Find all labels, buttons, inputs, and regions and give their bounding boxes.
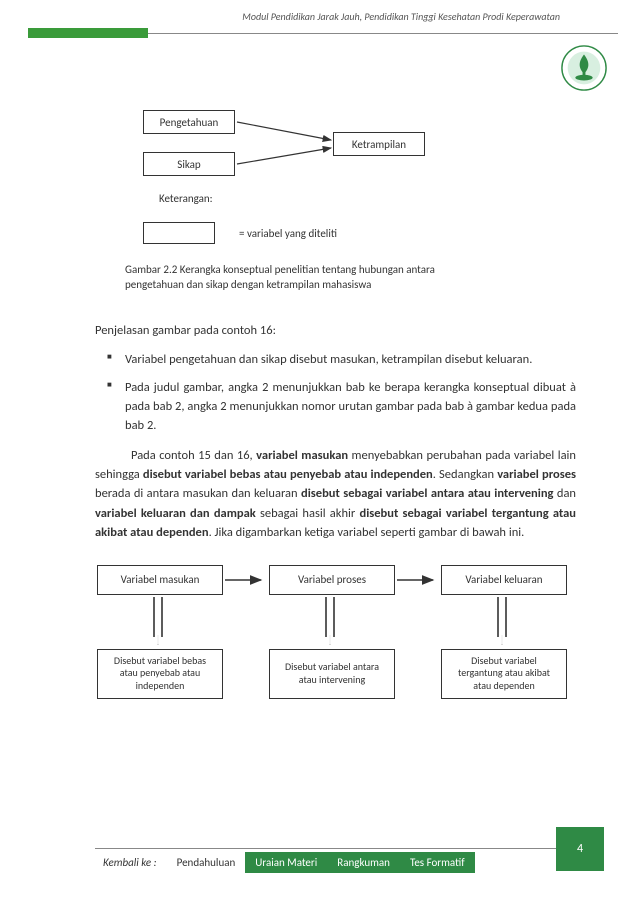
para-seg: . Sedangkan [433, 467, 497, 482]
nav-uraian-materi[interactable]: Uraian Materi [245, 852, 327, 873]
d2-top-keluaran: Variabel keluaran [441, 565, 567, 595]
header-bar [28, 24, 618, 42]
d2-bot-keluaran: Disebut variabel tergantung atau akibat … [441, 649, 567, 699]
para-bold: variabel keluaran dan dampak [95, 506, 256, 521]
nav-tes-formatif[interactable]: Tes Formatif [400, 852, 475, 873]
keterangan-label: Keterangan: [159, 192, 213, 205]
header-text: Modul Pendidikan Jarak Jauh, Pendidikan … [242, 10, 560, 23]
para-seg: Pada contoh 15 dan 16, [131, 448, 256, 463]
box-sikap: Sikap [143, 152, 235, 176]
para-bold: variabel masukan [256, 448, 348, 463]
diagram-variabel: Variabel masukan Variabel proses Variabe… [93, 565, 576, 715]
para-seg: berada di antara masukan dan keluaran [95, 486, 301, 501]
para-bold: disebut variabel bebas atau penyebab ata… [143, 467, 433, 482]
paragraph-variabel: Pada contoh 15 dan 16, variabel masukan … [95, 446, 576, 543]
nav-rangkuman[interactable]: Rangkuman [327, 852, 400, 873]
para-seg: . Jika digambarkan ketiga variabel seper… [209, 525, 525, 540]
box-pengetahuan: Pengetahuan [143, 110, 235, 134]
para-bold: disebut sebagai variabel antara atau int… [301, 486, 553, 501]
box-ketrampilan: Ketrampilan [333, 132, 425, 156]
para-bold: variabel proses [497, 467, 576, 482]
bullet-1: Variabel pengetahuan dan sikap disebut m… [111, 350, 576, 369]
nav-pendahuluan[interactable]: Pendahuluan [167, 852, 246, 873]
footer: 4 Kembali ke : Pendahuluan Uraian Materi… [95, 849, 638, 879]
para-seg: dan [553, 486, 576, 501]
page-content: Pengetahuan Sikap Ketrampilan Keterangan… [95, 110, 576, 715]
logo-bakti-husada [560, 44, 608, 92]
body-text: Penjelasan gambar pada contoh 16: Variab… [95, 321, 576, 543]
footer-back-label: Kembali ke : [103, 856, 157, 869]
bullet-2: Pada judul gambar, angka 2 menunjukkan b… [111, 378, 576, 436]
footer-nav: Kembali ke : Pendahuluan Uraian Materi R… [103, 852, 475, 873]
header-bar-accent [28, 28, 148, 38]
intro-line: Penjelasan gambar pada contoh 16: [95, 321, 576, 340]
diagram-konseptual: Pengetahuan Sikap Ketrampilan Keterangan… [143, 110, 576, 250]
footer-line [95, 848, 556, 849]
d2-bot-masukan: Disebut variabel bebas atau penyebab ata… [97, 649, 223, 699]
page-number: 4 [556, 827, 604, 871]
header-bar-line [148, 33, 618, 34]
d2-bot-proses: Disebut variabel antara atau intervening [269, 649, 395, 699]
figure-caption: Gambar 2.2 Kerangka konseptual penelitia… [125, 262, 485, 293]
arrows-diagram1 [235, 110, 335, 180]
d2-top-proses: Variabel proses [269, 565, 395, 595]
d2-top-masukan: Variabel masukan [97, 565, 223, 595]
para-seg: sebagai hasil akhir [256, 506, 360, 521]
